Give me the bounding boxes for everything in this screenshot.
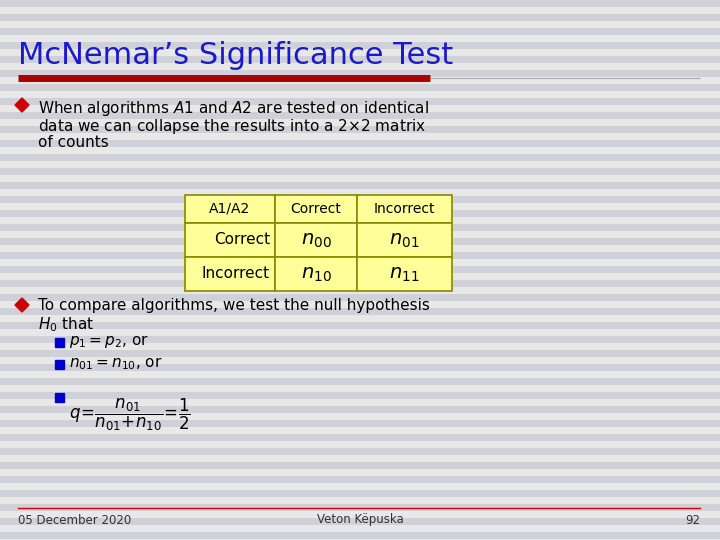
Bar: [0, 518, 720, 525]
Bar: [357, 195, 452, 223]
Bar: [0, 182, 720, 189]
Bar: [0, 392, 720, 399]
Bar: [0, 532, 720, 539]
Bar: [0, 252, 720, 259]
Bar: [0, 476, 720, 483]
Text: of counts: of counts: [38, 135, 109, 150]
Bar: [0, 434, 720, 441]
Text: Incorrect: Incorrect: [374, 202, 436, 216]
Bar: [0, 462, 720, 469]
Bar: [0, 322, 720, 329]
Text: Correct: Correct: [291, 202, 341, 216]
Bar: [0, 224, 720, 231]
Text: A1/A2: A1/A2: [210, 202, 251, 216]
Bar: [0, 448, 720, 455]
Text: $n_{01} = n_{10}$, or: $n_{01} = n_{10}$, or: [69, 356, 163, 373]
Bar: [0, 238, 720, 245]
Text: $H_0$ that: $H_0$ that: [38, 315, 94, 334]
Text: Correct: Correct: [214, 233, 270, 247]
Bar: [0, 294, 720, 301]
Text: Veton Këpuska: Veton Këpuska: [317, 514, 403, 526]
Text: When algorithms $\mathit{A}$1 and $\mathit{A}$2 are tested on identical: When algorithms $\mathit{A}$1 and $\math…: [38, 99, 429, 118]
Bar: [0, 308, 720, 315]
Bar: [0, 196, 720, 203]
Text: $n_{11}$: $n_{11}$: [390, 265, 420, 284]
Bar: [0, 168, 720, 175]
Bar: [0, 56, 720, 63]
Polygon shape: [15, 98, 29, 112]
Text: McNemar’s Significance Test: McNemar’s Significance Test: [18, 40, 454, 70]
Bar: [275, 195, 357, 223]
Bar: [0, 126, 720, 133]
Bar: [55, 393, 64, 402]
Bar: [357, 257, 452, 291]
Bar: [0, 28, 720, 35]
Text: $n_{01}$: $n_{01}$: [390, 231, 420, 249]
Bar: [357, 223, 452, 257]
Bar: [0, 210, 720, 217]
Bar: [0, 364, 720, 371]
Polygon shape: [15, 298, 29, 312]
Text: Incorrect: Incorrect: [202, 267, 270, 281]
Text: $n_{10}$: $n_{10}$: [301, 265, 331, 284]
Bar: [0, 266, 720, 273]
Bar: [0, 420, 720, 427]
Bar: [185, 195, 275, 223]
Bar: [275, 223, 357, 257]
Bar: [0, 70, 720, 77]
Bar: [0, 112, 720, 119]
Text: data we can collapse the results into a 2$\times$2 matrix: data we can collapse the results into a …: [38, 117, 426, 136]
Bar: [0, 280, 720, 287]
Bar: [185, 257, 275, 291]
Bar: [55, 338, 64, 347]
Bar: [275, 257, 357, 291]
Bar: [55, 360, 64, 369]
Bar: [0, 14, 720, 21]
Bar: [0, 140, 720, 147]
Bar: [0, 84, 720, 91]
Text: $n_{00}$: $n_{00}$: [301, 231, 331, 249]
Text: To compare algorithms, we test the null hypothesis: To compare algorithms, we test the null …: [38, 298, 430, 313]
Bar: [0, 378, 720, 385]
Bar: [0, 42, 720, 49]
Text: 05 December 2020: 05 December 2020: [18, 514, 131, 526]
Bar: [185, 223, 275, 257]
Bar: [0, 504, 720, 511]
Bar: [0, 98, 720, 105]
Bar: [0, 490, 720, 497]
Bar: [0, 154, 720, 161]
Bar: [0, 0, 720, 7]
Text: $p_1 = p_2$, or: $p_1 = p_2$, or: [69, 334, 149, 350]
Bar: [0, 336, 720, 343]
Text: $q\!=\!\dfrac{n_{01}}{n_{01}\!+\!n_{10}}\!=\!\dfrac{1}{2}$: $q\!=\!\dfrac{n_{01}}{n_{01}\!+\!n_{10}}…: [69, 397, 191, 433]
Bar: [0, 406, 720, 413]
Bar: [0, 350, 720, 357]
Text: 92: 92: [685, 514, 700, 526]
